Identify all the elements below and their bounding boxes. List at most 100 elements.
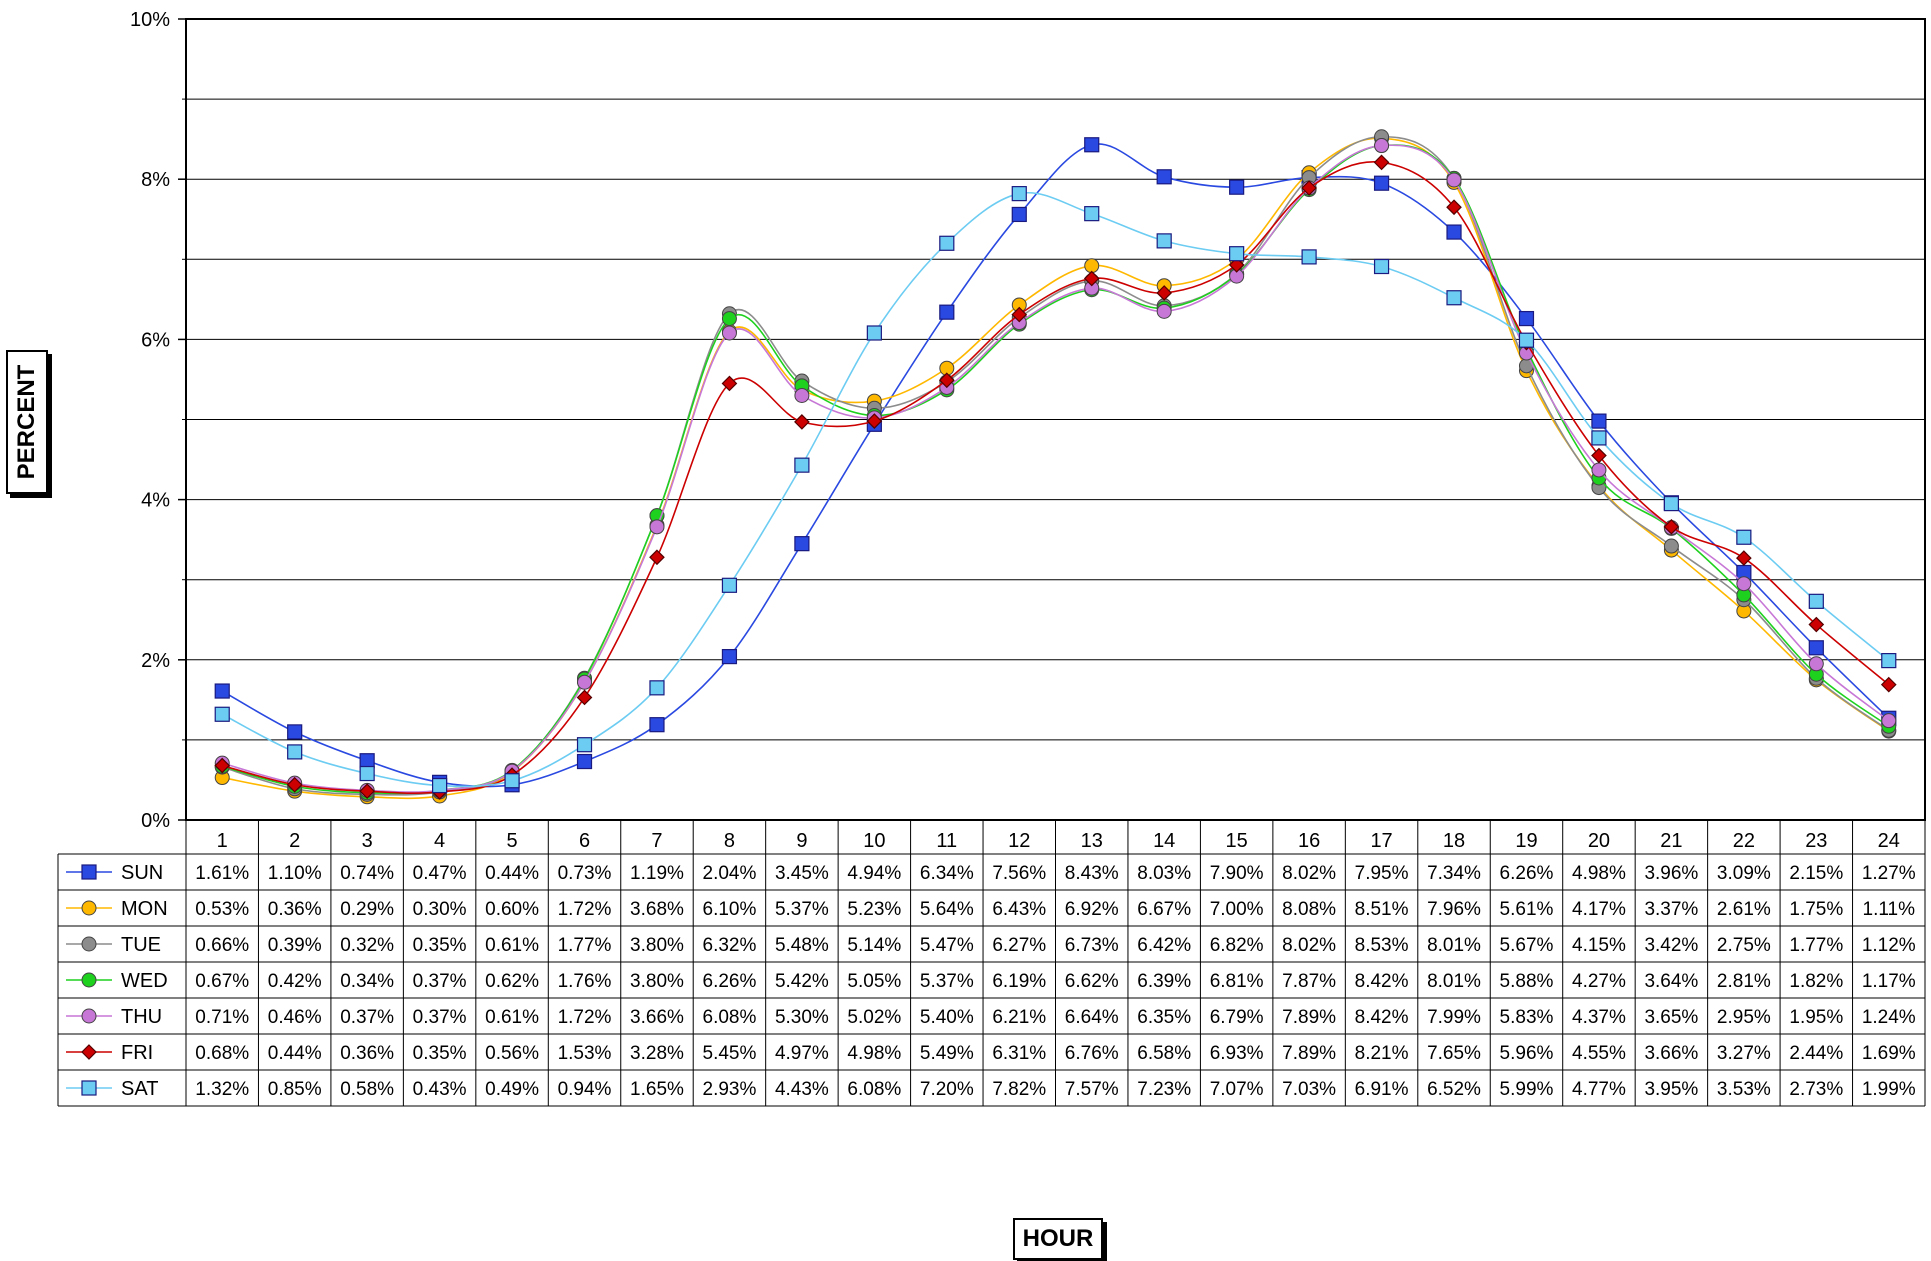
table-cell-sat-7: 1.65%: [630, 1079, 684, 1100]
series-line-sun: [221, 143, 1890, 788]
table-cell-sun-24: 1.27%: [1862, 863, 1916, 884]
y-tick-label: 0%: [141, 810, 170, 832]
point-fri-1: [214, 757, 231, 774]
table-cell-tue-13: 6.73%: [1065, 935, 1119, 956]
table-cell-sat-18: 6.52%: [1427, 1079, 1481, 1100]
table-cell-sat-8: 2.93%: [703, 1079, 757, 1100]
table-cell-wed-21: 3.64%: [1644, 971, 1698, 992]
x-tick-label: 11: [936, 830, 957, 852]
point-thu-22: [1736, 576, 1752, 592]
point-sun-2: [287, 724, 303, 740]
x-tick-label: 19: [1515, 830, 1537, 852]
table-cell-wed-23: 1.82%: [1789, 971, 1843, 992]
table-cell-fri-22: 3.27%: [1717, 1043, 1771, 1064]
point-fri-15: [1228, 257, 1245, 273]
table-cell-sun-2: 1.10%: [268, 863, 322, 884]
legend-marker-mon: [81, 900, 97, 916]
table-cell-thu-18: 7.99%: [1427, 1007, 1481, 1028]
table-cell-sun-10: 4.94%: [847, 863, 901, 884]
table-cell-mon-2: 0.36%: [268, 899, 322, 920]
point-sun-19: [1518, 310, 1535, 327]
table-cell-wed-6: 1.76%: [558, 971, 612, 992]
series-lines: [214, 129, 1897, 805]
table-cell-fri-23: 2.44%: [1789, 1043, 1843, 1064]
point-sat-2: [287, 744, 303, 760]
table-cell-sun-21: 3.96%: [1644, 863, 1698, 884]
point-sat-23: [1808, 593, 1824, 609]
table-cell-thu-13: 6.64%: [1065, 1007, 1119, 1028]
point-thu-9: [794, 387, 810, 403]
table-cell-thu-17: 8.42%: [1355, 1007, 1409, 1028]
point-thu-24: [1881, 713, 1897, 729]
point-tue-21: [1663, 538, 1679, 554]
table-cell-mon-18: 7.96%: [1427, 899, 1481, 920]
data-table: 1 2 3 4 5 6 7 8 9 10 11 12 13 14 15 16 17 18 19 20 21 22 23 24S…: [57, 820, 1926, 1107]
point-sat-9: [794, 457, 810, 473]
point-sun-14: [1156, 169, 1172, 185]
table-cell-mon-10: 5.23%: [847, 899, 901, 920]
point-sun-3: [359, 753, 375, 769]
table-cell-tue-5: 0.61%: [485, 935, 539, 956]
point-tue-19: [1518, 358, 1534, 374]
table-cell-sun-11: 6.34%: [920, 863, 974, 884]
legend-label-tue: TUE: [121, 934, 161, 956]
table-cell-tue-9: 5.48%: [775, 935, 829, 956]
point-sat-14: [1156, 233, 1172, 249]
point-sun-6: [576, 753, 593, 770]
table-cell-sat-15: 7.07%: [1210, 1079, 1264, 1100]
point-sun-1: [214, 683, 230, 699]
table-cell-fri-1: 0.68%: [195, 1043, 249, 1064]
point-sat-8: [721, 577, 738, 593]
point-fri-22: [1736, 550, 1752, 566]
table-cell-sat-3: 0.58%: [340, 1079, 394, 1100]
table-cell-fri-14: 6.58%: [1137, 1043, 1191, 1064]
table-cell-thu-22: 2.95%: [1717, 1007, 1771, 1028]
table-cell-mon-4: 0.30%: [413, 899, 467, 920]
point-fri-16: [1301, 180, 1317, 196]
point-sat-3: [359, 765, 375, 782]
x-tick-label: 21: [1660, 830, 1682, 852]
point-sun-17: [1373, 175, 1390, 191]
table-cell-fri-15: 6.93%: [1210, 1043, 1264, 1064]
table-cell-thu-2: 0.46%: [268, 1007, 322, 1028]
table-cell-mon-19: 5.61%: [1500, 899, 1554, 920]
point-fri-9: [794, 414, 810, 430]
point-thu-20: [1591, 462, 1607, 478]
series-sat: [214, 186, 1897, 794]
table-cell-sun-22: 3.09%: [1717, 863, 1771, 884]
table-cell-sat-1: 1.32%: [195, 1079, 249, 1100]
point-fri-14: [1156, 285, 1173, 301]
table-cell-sat-4: 0.43%: [413, 1079, 467, 1100]
x-tick-label: 8: [724, 830, 735, 852]
table-cell-tue-19: 5.67%: [1500, 935, 1554, 956]
table-cell-tue-8: 6.32%: [703, 935, 757, 956]
table-cell-sat-20: 4.77%: [1572, 1079, 1626, 1100]
table-cell-sun-12: 7.56%: [992, 863, 1046, 884]
table-cell-tue-2: 0.39%: [268, 935, 322, 956]
table-cell-mon-17: 8.51%: [1355, 899, 1409, 920]
legend-label-fri: FRI: [121, 1042, 153, 1064]
legend-marker-fri: [81, 1044, 97, 1060]
legend-marker-thu: [81, 1008, 97, 1024]
table-cell-fri-20: 4.55%: [1572, 1043, 1626, 1064]
table-cell-wed-17: 8.42%: [1355, 971, 1409, 992]
point-sun-15: [1229, 179, 1245, 195]
x-tick-label: 9: [796, 830, 807, 852]
x-tick-label: 12: [1008, 830, 1030, 852]
table-cell-thu-3: 0.37%: [340, 1007, 394, 1028]
table-cell-thu-7: 3.66%: [630, 1007, 684, 1028]
table-cell-mon-9: 5.37%: [775, 899, 829, 920]
series-line-fri: [222, 161, 1890, 795]
table-cell-sun-15: 7.90%: [1210, 863, 1264, 884]
table-cell-thu-21: 3.65%: [1644, 1007, 1698, 1028]
legend-marker-sat: [81, 1080, 97, 1096]
table-cell-thu-23: 1.95%: [1789, 1007, 1843, 1028]
table-cell-thu-10: 5.02%: [847, 1007, 901, 1028]
point-sun-18: [1446, 224, 1462, 240]
point-fri-24: [1880, 676, 1897, 693]
point-thu-7: [649, 519, 665, 535]
point-sat-21: [1663, 496, 1679, 512]
point-fri-12: [1011, 306, 1028, 323]
point-thu-18: [1446, 172, 1462, 188]
